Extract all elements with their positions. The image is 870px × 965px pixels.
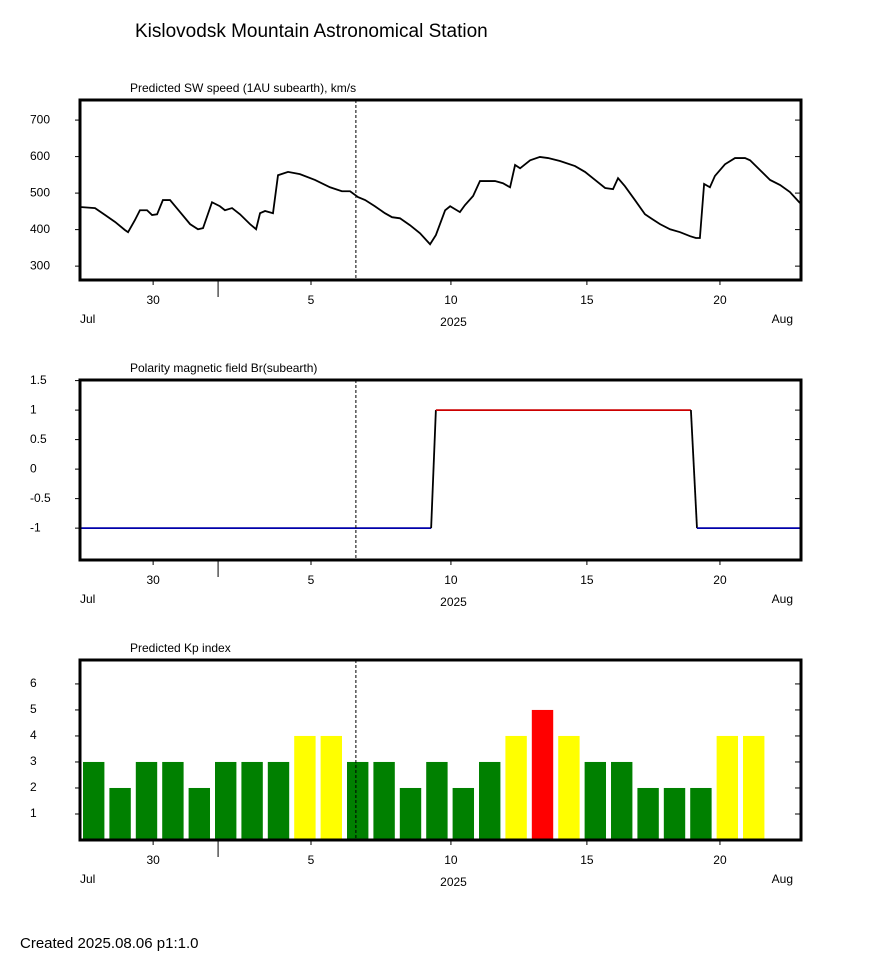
x-tick-label: 20 xyxy=(713,293,727,307)
y-tick-label: -1 xyxy=(30,520,41,534)
kp-bar xyxy=(215,761,237,840)
y-tick-label: 300 xyxy=(30,258,50,272)
kp-bar xyxy=(267,761,290,840)
x-tick-label: 30 xyxy=(146,293,160,307)
footer: Created 2025.08.06 p1:1.0 xyxy=(20,935,198,952)
kp-bar xyxy=(479,761,501,840)
kp-bar xyxy=(83,761,105,840)
x-tick-label: 30 xyxy=(146,573,160,587)
y-tick-label: 1 xyxy=(30,402,37,416)
y-tick-label: 600 xyxy=(30,149,50,163)
x-end-label: Aug xyxy=(772,872,793,886)
y-tick-label: 1.5 xyxy=(30,373,47,387)
kp-bar xyxy=(584,761,607,840)
y-tick-label: 6 xyxy=(30,676,37,690)
polarity-segment xyxy=(690,410,698,529)
y-tick-label: 0.5 xyxy=(30,432,47,446)
x-tick-label: 30 xyxy=(146,853,160,867)
x-tick-label: 15 xyxy=(580,293,594,307)
kp-bar xyxy=(188,787,211,840)
y-tick-label: 700 xyxy=(30,112,50,126)
polarity-segment xyxy=(430,410,437,529)
x-start-label: Jul xyxy=(80,592,95,606)
kp-bar xyxy=(373,761,395,840)
x-end-label: Aug xyxy=(772,312,793,326)
y-tick-label: 0 xyxy=(30,461,37,475)
x-tick-label: 5 xyxy=(308,573,315,587)
kp-bar xyxy=(637,787,659,840)
x-tick-label: 15 xyxy=(580,573,594,587)
kp-bar xyxy=(505,735,527,840)
kp-bar xyxy=(558,735,580,840)
x-tick-label: 15 xyxy=(580,853,594,867)
plot-frame xyxy=(78,658,803,842)
kp-bar xyxy=(743,735,765,840)
y-tick-label: 500 xyxy=(30,185,50,199)
y-tick-label: 5 xyxy=(30,702,37,716)
x-center-label: 2025 xyxy=(440,595,467,609)
kp-bar xyxy=(294,735,316,840)
y-tick-label: 1 xyxy=(30,806,37,820)
kp-bar xyxy=(663,787,686,840)
kp-bar xyxy=(241,761,263,840)
y-tick-label: 400 xyxy=(30,222,50,236)
panel-title: Predicted SW speed (1AU subearth), km/s xyxy=(130,81,356,95)
y-tick-label: 4 xyxy=(30,728,37,742)
plot-frame xyxy=(78,98,803,282)
y-tick-label: 3 xyxy=(30,754,37,768)
speed-line xyxy=(79,156,801,246)
x-tick-label: 10 xyxy=(444,293,458,307)
kp-bar xyxy=(690,787,712,840)
x-start-label: Jul xyxy=(80,312,95,326)
y-tick-label: -0.5 xyxy=(30,491,51,505)
x-tick-label: 5 xyxy=(308,293,315,307)
kp-bar xyxy=(452,787,475,840)
panel-title: Predicted Kp index xyxy=(130,641,231,655)
x-center-label: 2025 xyxy=(440,315,467,329)
x-start-label: Jul xyxy=(80,872,95,886)
kp-bar xyxy=(531,709,554,840)
x-end-label: Aug xyxy=(772,592,793,606)
x-tick-label: 10 xyxy=(444,853,458,867)
x-tick-label: 10 xyxy=(444,573,458,587)
kp-bar xyxy=(162,761,184,840)
kp-bar xyxy=(320,735,343,840)
x-tick-label: 5 xyxy=(308,853,315,867)
x-center-label: 2025 xyxy=(440,875,467,889)
kp-bar xyxy=(399,787,422,840)
kp-bar xyxy=(347,761,369,840)
kp-bar xyxy=(611,761,633,840)
kp-bar xyxy=(716,735,739,840)
y-tick-label: 2 xyxy=(30,780,37,794)
kp-bar xyxy=(109,787,131,840)
x-tick-label: 20 xyxy=(713,853,727,867)
kp-bar xyxy=(426,761,448,840)
panel-title: Polarity magnetic field Br(subearth) xyxy=(130,361,317,375)
page-title: Kislovodsk Mountain Astronomical Station xyxy=(135,21,488,42)
x-tick-label: 20 xyxy=(713,573,727,587)
plot-frame xyxy=(78,378,803,562)
kp-bar xyxy=(135,761,158,840)
